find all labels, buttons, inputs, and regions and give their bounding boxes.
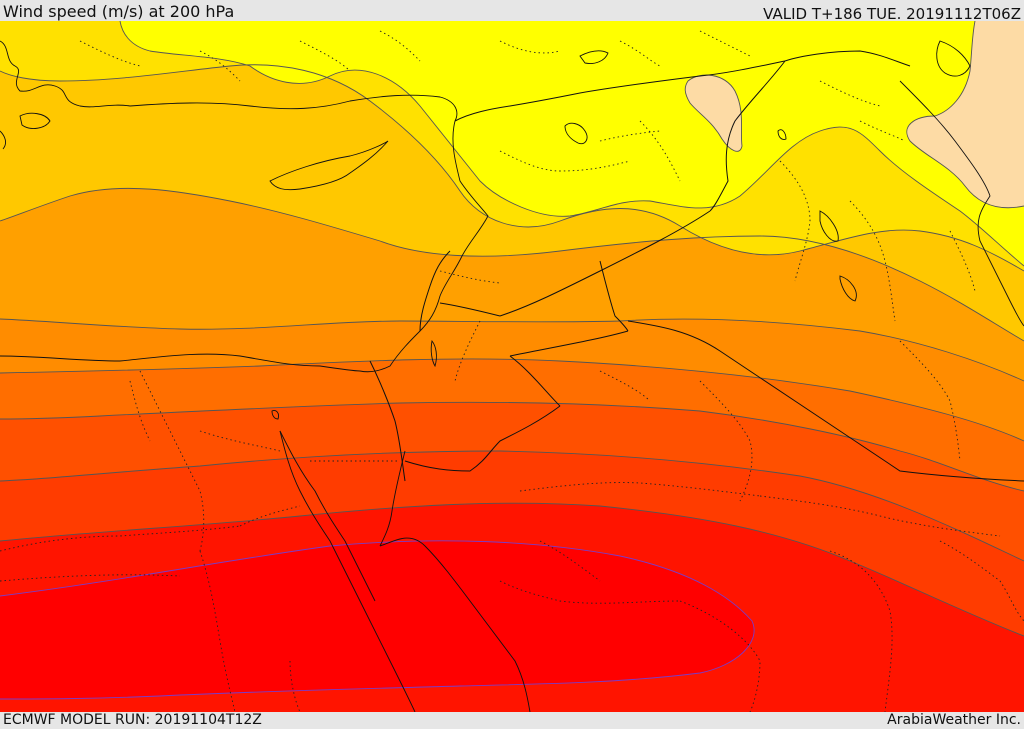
valid-time: VALID T+186 TUE. 20191112T06Z (763, 5, 1021, 23)
wind-speed-map (0, 21, 1024, 712)
political-borders (369, 50, 1024, 482)
contour-lines (0, 21, 1024, 700)
model-run-label: ECMWF MODEL RUN: 20191104T12Z (3, 712, 262, 728)
credit-label: ArabiaWeather Inc. (887, 712, 1021, 728)
admin-boundaries (0, 30, 1024, 712)
band-peach-center (685, 75, 742, 152)
footer-bar: ECMWF MODEL RUN: 20191104T12Z ArabiaWeat… (0, 712, 1024, 729)
map-canvas (0, 21, 1024, 712)
coastlines (0, 40, 1024, 712)
map-title: Wind speed (m/s) at 200 hPa (3, 2, 235, 21)
header-bar: Wind speed (m/s) at 200 hPa VALID T+186 … (0, 0, 1024, 23)
band-yellow (120, 21, 1024, 266)
band-peach-east (906, 21, 1024, 208)
band-core (0, 540, 755, 699)
